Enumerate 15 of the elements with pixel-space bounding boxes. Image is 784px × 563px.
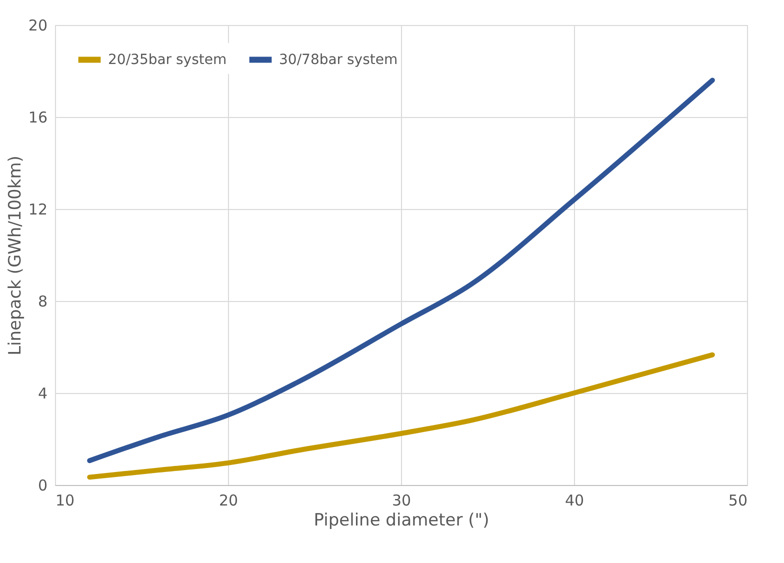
y-tick-label: 20 xyxy=(28,16,48,34)
legend-label: 30/78bar system xyxy=(279,52,398,68)
legend-label: 20/35bar system xyxy=(108,52,227,68)
y-tick-label: 12 xyxy=(28,200,48,218)
x-tick-label: 50 xyxy=(728,492,748,510)
y-axis-title: Linepack (GWh/100km) xyxy=(5,156,26,356)
x-tick-label: 20 xyxy=(218,492,238,510)
y-tick-label: 4 xyxy=(38,384,48,402)
y-tick-label: 0 xyxy=(38,476,48,494)
x-tick-label: 40 xyxy=(564,492,584,510)
y-tick-label: 8 xyxy=(38,292,48,310)
x-tick-label: 30 xyxy=(392,492,412,510)
x-tick-label: 10 xyxy=(56,492,75,510)
y-tick-label: 16 xyxy=(28,108,48,126)
x-axis-title: Pipeline diameter (") xyxy=(314,510,490,530)
